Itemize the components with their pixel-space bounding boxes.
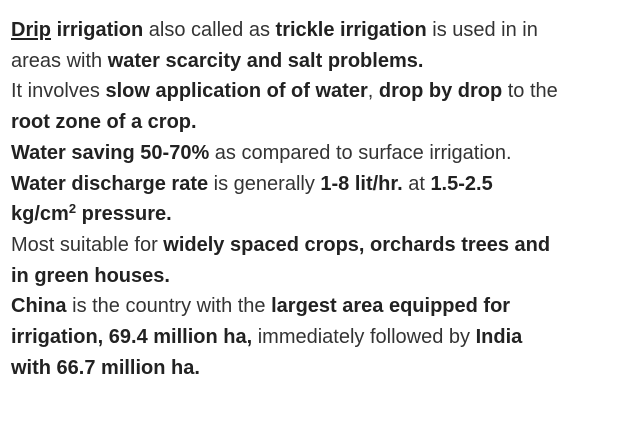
text-run: root zone of a crop. (11, 111, 197, 134)
text-line: irrigation, 69.4 million ha, immediately… (11, 322, 636, 353)
text-run: at (402, 172, 431, 195)
text-run: in green houses. (11, 264, 170, 287)
text-line: China is the country with the largest ar… (11, 291, 636, 322)
text-run: 1.5-2.5 (430, 172, 493, 195)
text-run: immediately followed by (252, 326, 476, 349)
text-run: Most suitable for (11, 233, 164, 256)
paragraph-country-area: China is the country with the largest ar… (11, 291, 636, 383)
text-run: irrigation, 69.4 million ha, (11, 326, 253, 349)
paragraph-drip-irrigation-definition: Drip irrigation also called as trickle i… (11, 15, 636, 76)
text-run: Water saving 50-70% (11, 141, 210, 164)
text-line: in green houses. (11, 261, 636, 292)
text-run: to the (502, 80, 558, 103)
text-run: as compared to surface irrigation. (209, 141, 512, 164)
text-run: is the country with the (66, 295, 272, 318)
text-run: China (11, 295, 67, 318)
text-line: Water saving 50-70% as compared to surfa… (11, 138, 636, 169)
notes-text-block: Drip irrigation also called as trickle i… (11, 15, 636, 383)
text-run: with 66.7 million ha. (11, 356, 200, 379)
text-line: areas with water scarcity and salt probl… (11, 46, 636, 77)
paragraph-discharge-rate: Water discharge rate is generally 1-8 li… (11, 169, 636, 230)
text-run: water scarcity and salt problems. (107, 49, 424, 72)
text-run: irrigation (56, 19, 144, 41)
paragraph-water-saving: Water saving 50-70% as compared to surfa… (11, 138, 636, 169)
text-run: trickle irrigation (275, 19, 427, 41)
text-run: 1-8 lit/hr. (320, 172, 403, 195)
text-line: root zone of a crop. (11, 107, 636, 138)
paragraph-slow-application: It involves slow application of of water… (11, 76, 636, 137)
text-run: India (475, 326, 523, 349)
paragraph-suitability: Most suitable for widely spaced crops, o… (11, 230, 636, 291)
text-run: drop by drop (378, 80, 503, 103)
text-run: pressure. (76, 203, 172, 226)
text-run: areas with (11, 49, 108, 72)
superscript: 2 (68, 201, 77, 217)
text-run: , (367, 80, 379, 103)
text-run: largest area equipped for (271, 295, 511, 318)
text-run: It involves (11, 80, 106, 103)
text-run: slow application of of water (105, 80, 368, 103)
text-run: also called as (143, 19, 276, 41)
text-line: Water discharge rate is generally 1-8 li… (11, 169, 636, 200)
text-line: It involves slow application of of water… (11, 76, 636, 107)
text-line: Drip irrigation also called as trickle i… (11, 15, 636, 46)
text-line: with 66.7 million ha. (11, 353, 636, 384)
text-run: is used in in (426, 19, 538, 41)
text-run: Water discharge rate (11, 172, 209, 195)
text-run: Drip (11, 19, 51, 41)
text-line: kg/cm2 pressure. (11, 199, 636, 230)
text-run: kg/cm (11, 203, 69, 226)
text-run: is generally (208, 172, 321, 195)
text-run: widely spaced crops, orchards trees and (163, 233, 551, 256)
text-line: Most suitable for widely spaced crops, o… (11, 230, 636, 261)
